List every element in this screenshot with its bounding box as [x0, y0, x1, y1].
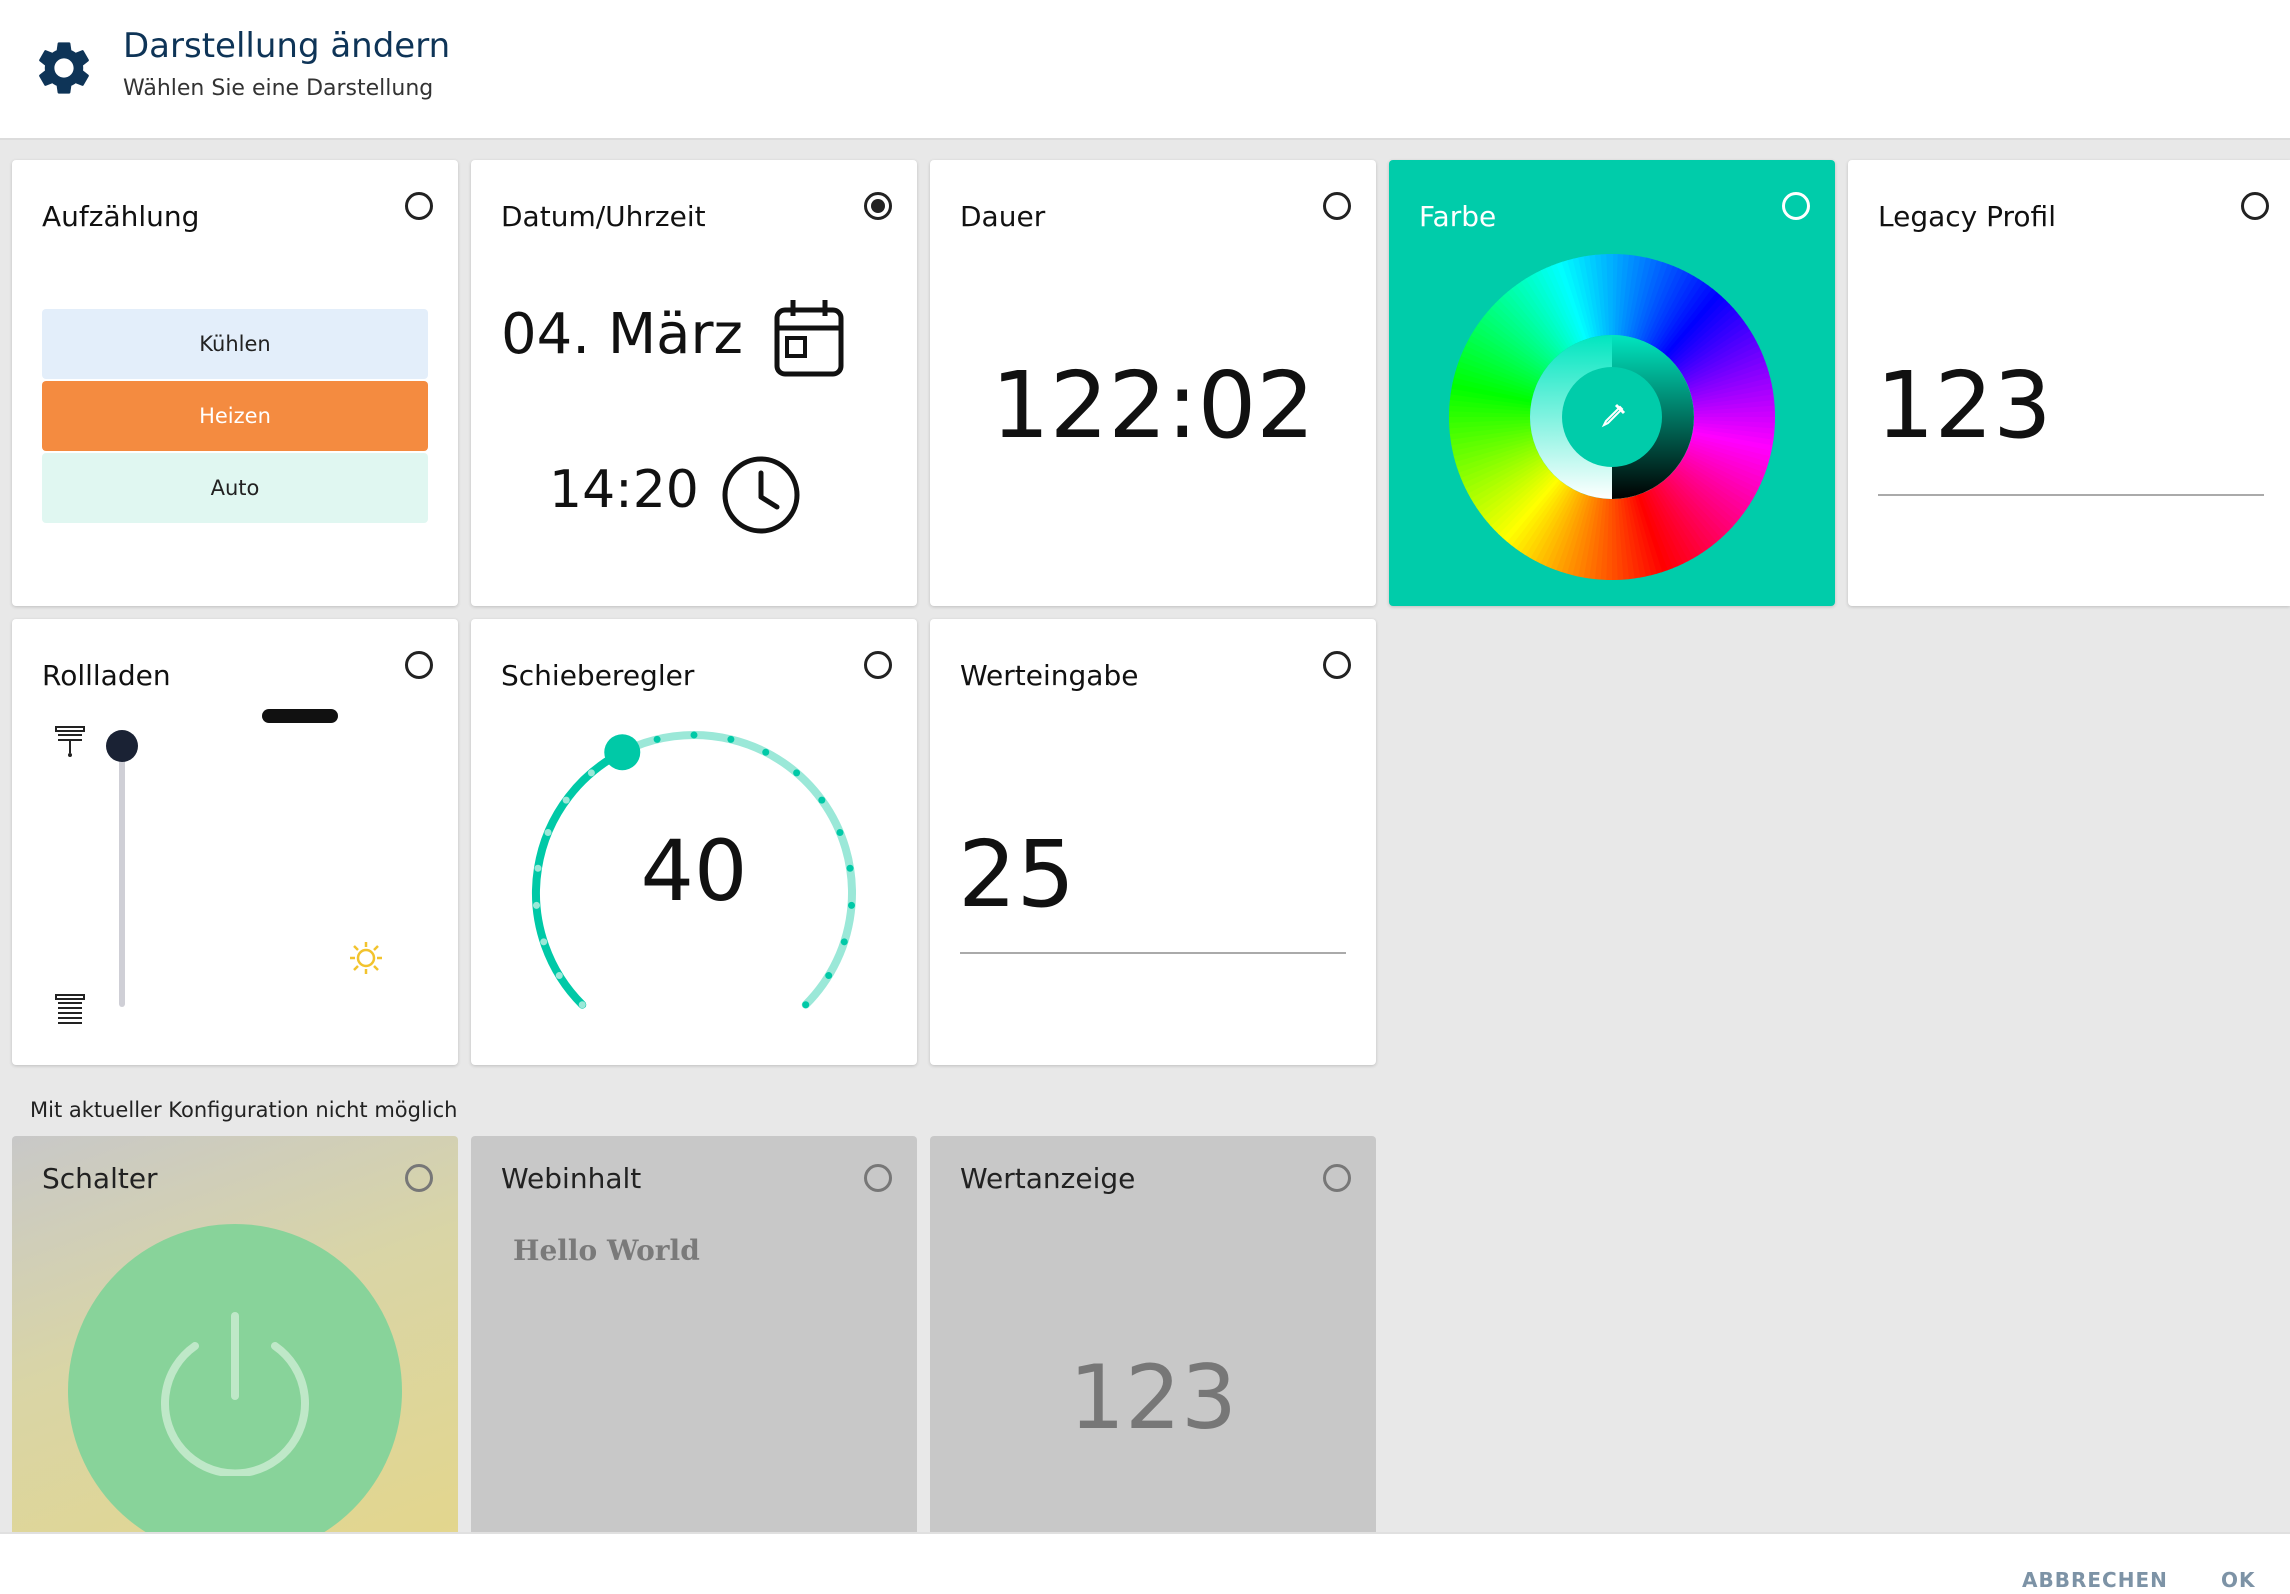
slider-tick — [846, 864, 854, 872]
card-label: Datum/Uhrzeit — [501, 200, 706, 233]
slider-tick — [532, 901, 540, 909]
webcontent-text: Hello World — [513, 1234, 700, 1267]
pipette-icon[interactable] — [1601, 403, 1626, 428]
radio-button-disabled — [405, 1164, 433, 1192]
slider-tick — [562, 796, 570, 804]
card-duration[interactable]: Dauer 122:02 — [930, 160, 1376, 606]
card-label: Werteingabe — [960, 659, 1139, 692]
shutter-position-indicator — [262, 709, 338, 723]
enum-option-cool[interactable]: Kühlen — [42, 309, 428, 379]
slider-tick — [762, 748, 770, 756]
slider-tick — [587, 769, 595, 777]
cancel-button[interactable]: ABBRECHEN — [2022, 1568, 2168, 1592]
radio-button[interactable] — [1782, 192, 1810, 220]
dialog-subtitle: Wählen Sie eine Darstellung — [123, 76, 434, 101]
card-label: Rollladen — [42, 659, 171, 692]
clock-icon — [722, 456, 800, 534]
card-label: Farbe — [1419, 200, 1497, 233]
slider-tick — [727, 735, 735, 743]
slider-tick — [793, 769, 801, 777]
card-enumeration[interactable]: Aufzählung Kühlen Heizen Auto — [12, 160, 458, 606]
slider-value: 40 — [640, 822, 748, 920]
radio-button-disabled — [1323, 1164, 1351, 1192]
radio-button-disabled — [864, 1164, 892, 1192]
power-icon — [161, 1312, 309, 1476]
slider-tick — [555, 972, 563, 980]
input-value[interactable]: 25 — [958, 821, 1076, 928]
slider-tick — [540, 938, 548, 946]
radial-slider[interactable] — [514, 709, 874, 1009]
radio-button[interactable] — [864, 651, 892, 679]
card-label: Schieberegler — [501, 659, 695, 692]
sun-icon — [350, 942, 382, 974]
slider-tick — [544, 829, 552, 837]
shutter-closed-icon[interactable] — [54, 993, 86, 1027]
enum-option-heat[interactable]: Heizen — [42, 381, 428, 451]
card-label: Dauer — [960, 200, 1046, 233]
gear-icon — [39, 42, 89, 94]
dialog-header: Darstellung ändern Wählen Sie eine Darst… — [0, 0, 2290, 140]
card-label: Aufzählung — [42, 200, 200, 233]
card-datetime[interactable]: Datum/Uhrzeit 04. März 14:20 — [471, 160, 917, 606]
time-value: 14:20 — [549, 460, 699, 520]
card-valuedisplay-disabled: Wertanzeige 123 — [930, 1136, 1376, 1536]
card-label: Wertanzeige — [960, 1162, 1136, 1195]
radio-button-selected[interactable] — [864, 192, 892, 220]
dialog-footer: ABBRECHEN OK — [0, 1532, 2290, 1594]
card-webcontent-disabled: Webinhalt Hello World — [471, 1136, 917, 1536]
card-slider[interactable]: Schieberegler 40 — [471, 619, 917, 1065]
calendar-icon — [774, 300, 844, 377]
disabled-section-label: Mit aktueller Konfiguration nicht möglic… — [30, 1098, 458, 1122]
slider-tick — [848, 901, 856, 909]
duration-value: 122:02 — [991, 352, 1315, 459]
card-legacy-profile[interactable]: Legacy Profil 123 — [1848, 160, 2290, 606]
shutter-open-icon[interactable] — [54, 725, 86, 759]
slider-tick — [836, 829, 844, 837]
enum-option-auto[interactable]: Auto — [42, 453, 428, 523]
hue-ring[interactable] — [1449, 254, 1775, 580]
radio-button[interactable] — [1323, 651, 1351, 679]
radio-button[interactable] — [1323, 192, 1351, 220]
dialog-title: Darstellung ändern — [123, 26, 451, 66]
slider-handle[interactable] — [604, 734, 641, 771]
slider-tick — [818, 796, 826, 804]
radio-button[interactable] — [2241, 192, 2269, 220]
radio-button[interactable] — [405, 651, 433, 679]
underline — [1878, 494, 2264, 496]
slider-tick — [578, 1001, 586, 1009]
valuedisplay-value: 123 — [1069, 1346, 1237, 1449]
card-value-input[interactable]: Werteingabe 25 — [930, 619, 1376, 1065]
slider-tick — [840, 938, 848, 946]
radio-dot — [871, 199, 885, 213]
ok-button[interactable]: OK — [2221, 1568, 2256, 1592]
radio-button[interactable] — [405, 192, 433, 220]
date-value: 04. März — [501, 302, 743, 367]
shutter-slider-track[interactable] — [119, 745, 125, 1007]
card-switch-disabled: Schalter — [12, 1136, 458, 1536]
slider-tick — [653, 735, 661, 743]
card-shutter[interactable]: Rollladen — [12, 619, 458, 1065]
card-label: Schalter — [42, 1162, 158, 1195]
slider-tick — [825, 972, 833, 980]
slider-tick — [534, 864, 542, 872]
card-label: Webinhalt — [501, 1162, 642, 1195]
slider-tick — [690, 731, 698, 739]
card-color[interactable]: Farbe — [1389, 160, 1835, 606]
color-wheel[interactable] — [1449, 254, 1775, 580]
card-label: Legacy Profil — [1878, 200, 2056, 233]
slider-tick — [802, 1001, 810, 1009]
underline — [960, 952, 1346, 954]
legacy-value: 123 — [1876, 352, 2052, 459]
shutter-slider-handle[interactable] — [106, 730, 138, 762]
